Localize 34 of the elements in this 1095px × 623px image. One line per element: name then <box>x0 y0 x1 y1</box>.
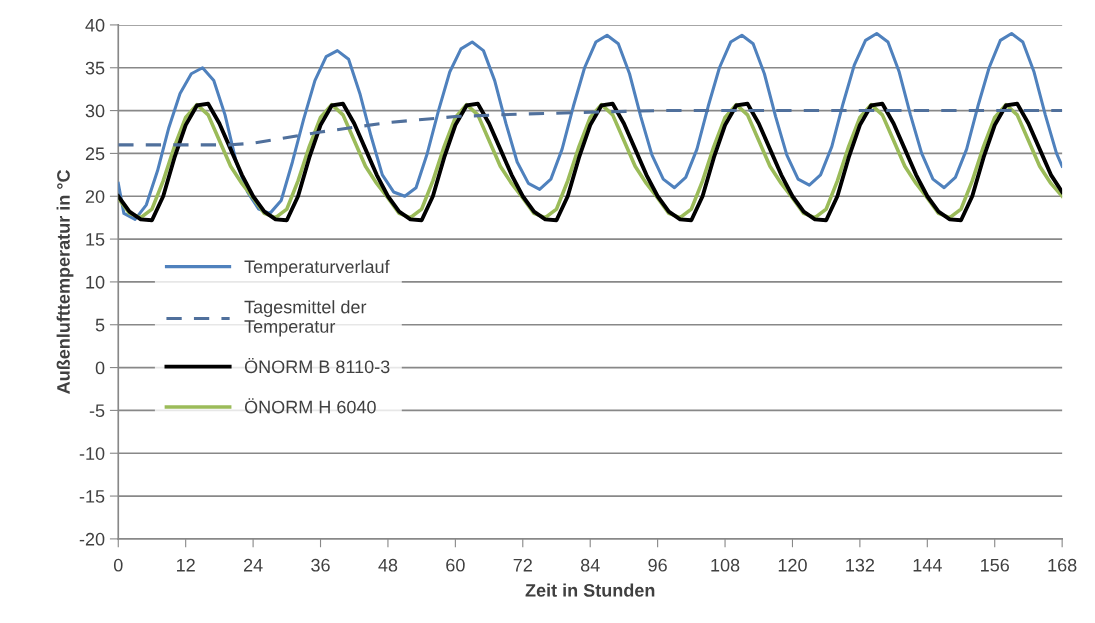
x-tick-label: 108 <box>711 558 740 572</box>
y-axis-title: Außenlufttemperatur in °C <box>56 169 74 394</box>
x-axis-title: Zeit in Stunden <box>525 583 655 597</box>
y-tick-label: 40 <box>85 18 105 32</box>
x-tick-label: 48 <box>378 558 398 572</box>
legend-label: ÖNORM H 6040 <box>244 398 376 414</box>
y-tick-label: 15 <box>86 233 105 246</box>
legend-label: Tagesmittel der Temperatur <box>244 300 367 337</box>
x-tick-label: 12 <box>177 558 195 572</box>
y-tick-label: 5 <box>95 318 105 332</box>
y-tick-label: 20 <box>85 190 105 203</box>
x-tick-label: 84 <box>580 558 600 572</box>
legend-label: Temperaturverlauf <box>244 259 390 277</box>
y-tick-label: 25 <box>85 147 105 161</box>
y-tick-label: -5 <box>89 404 105 418</box>
x-tick-label: 168 <box>1048 558 1077 572</box>
y-tick-label: -15 <box>79 490 105 503</box>
y-tick-label: 10 <box>86 275 105 289</box>
x-tick-label: 156 <box>981 558 1009 572</box>
x-tick-label: 72 <box>513 558 532 572</box>
y-tick-label: -20 <box>79 532 105 546</box>
x-tick-label: 144 <box>913 559 942 572</box>
y-tick-label: 30 <box>85 104 105 118</box>
x-tick-label: 132 <box>846 558 875 572</box>
y-tick-label: 0 <box>95 361 105 375</box>
x-tick-label: 36 <box>311 558 330 572</box>
x-tick-label: 24 <box>243 558 263 572</box>
x-tick-label: 120 <box>778 558 807 572</box>
x-tick-label: 0 <box>113 558 123 572</box>
legend-label: ÖNORM B 8110-3 <box>244 357 390 374</box>
x-tick-label: 60 <box>446 558 465 572</box>
x-tick-label: 96 <box>648 558 667 572</box>
y-tick-label: 35 <box>85 61 105 75</box>
y-tick-label: -10 <box>79 447 105 460</box>
